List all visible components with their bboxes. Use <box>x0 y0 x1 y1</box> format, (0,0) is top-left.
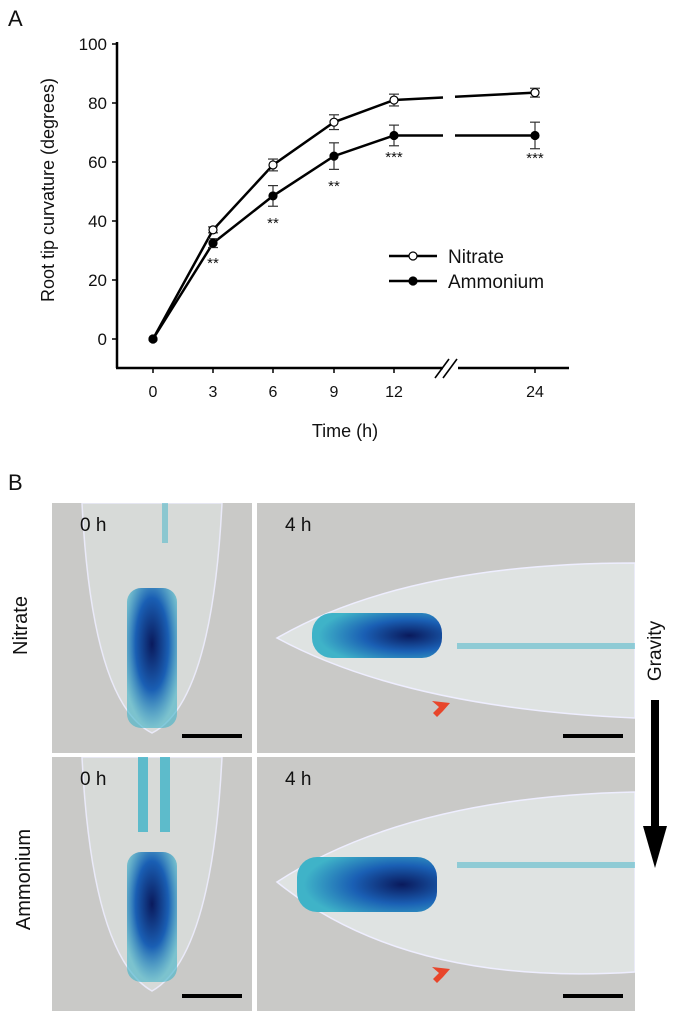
time-label: 0 h <box>80 515 107 536</box>
svg-text:80: 80 <box>88 94 107 113</box>
time-label: 4 h <box>285 769 312 790</box>
micrograph-nitrate-0h: 0 h <box>52 503 252 753</box>
svg-text:0: 0 <box>98 330 107 349</box>
scale-bar <box>182 994 242 998</box>
time-label: 4 h <box>285 515 312 536</box>
row-label-nitrate: Nitrate <box>9 596 32 655</box>
svg-text:**: ** <box>267 215 279 232</box>
gravity-arrow-icon <box>643 700 667 868</box>
svg-text:60: 60 <box>88 153 107 172</box>
micrograph-nitrate-4h: 4 h <box>257 503 635 753</box>
svg-text:***: *** <box>526 150 544 167</box>
time-label: 0 h <box>80 769 107 790</box>
svg-text:20: 20 <box>88 271 107 290</box>
svg-text:**: ** <box>207 255 219 272</box>
row-label-ammonium: Ammonium <box>13 828 36 931</box>
curvature-line-chart: 0 20 40 60 80 100 0 3 6 9 12 24 Time (h) Root tip cur… <box>38 35 569 441</box>
panel-b-label: B <box>8 470 23 495</box>
micrograph-ammonium-4h: 4 h <box>257 757 635 1011</box>
micrograph-ammonium-0h: 0 h <box>52 757 252 1011</box>
svg-text:24: 24 <box>526 384 544 401</box>
svg-text:0: 0 <box>149 384 158 401</box>
svg-text:Nitrate: Nitrate <box>448 247 504 268</box>
svg-text:40: 40 <box>88 212 107 231</box>
svg-text:**: ** <box>328 178 340 195</box>
svg-text:Time (h): Time (h) <box>312 421 378 441</box>
svg-text:100: 100 <box>79 35 107 54</box>
svg-text:12: 12 <box>385 384 403 401</box>
scale-bar <box>182 734 242 738</box>
svg-text:3: 3 <box>209 384 218 401</box>
svg-text:9: 9 <box>330 384 339 401</box>
panel-a-label: A <box>8 6 23 31</box>
scale-bar <box>563 994 623 998</box>
gravity-label: Gravity <box>645 620 667 682</box>
svg-text:***: *** <box>385 149 403 166</box>
svg-text:Root tip curvature (degrees): Root tip curvature (degrees) <box>38 78 58 302</box>
scale-bar <box>563 734 623 738</box>
svg-text:6: 6 <box>269 384 278 401</box>
svg-text:Ammonium: Ammonium <box>448 272 544 293</box>
